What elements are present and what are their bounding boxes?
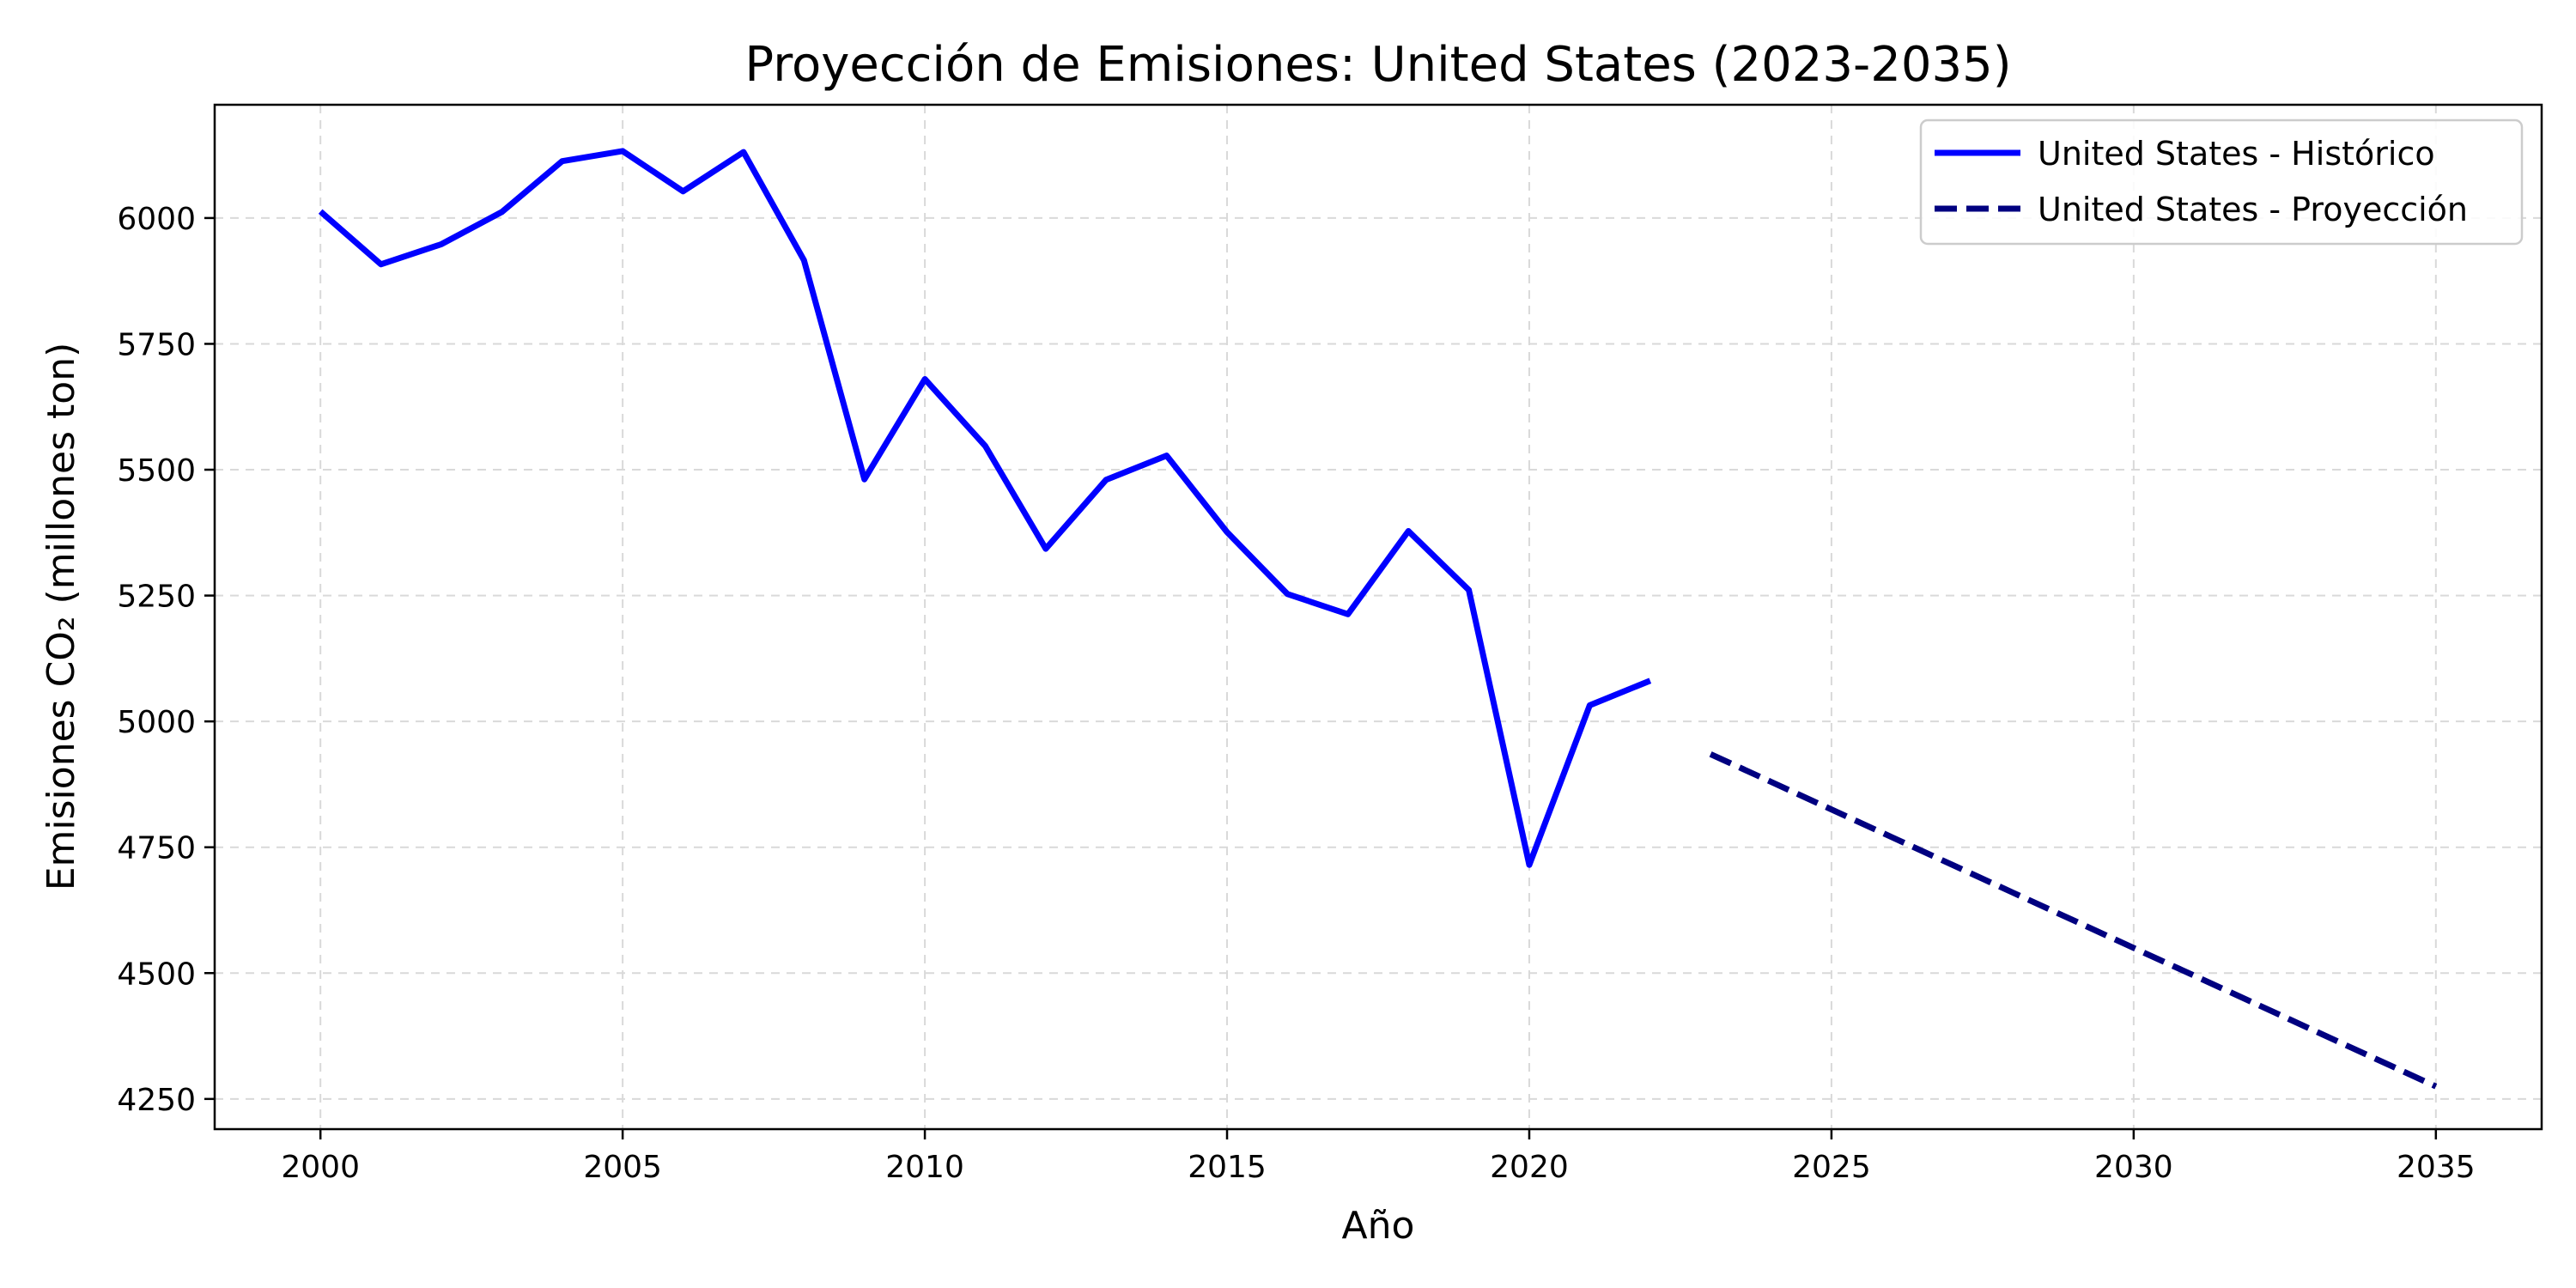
y-tick-label-5250: 5250 [117,580,196,615]
x-axis-label: Año [1342,1204,1415,1248]
x-tick-label-2000: 2000 [281,1150,360,1185]
x-tick-label-2005: 2005 [583,1150,662,1185]
legend-box [1919,118,2524,246]
x-tick-label-2025: 2025 [1792,1150,1871,1185]
y-tick-label-5000: 5000 [117,705,196,740]
x-tick-label-2020: 2020 [1490,1150,1569,1185]
chart-title: Proyección de Emisiones: United States (… [744,37,2011,93]
axis-ticks: 2000 2005 2010 2015 2020 2025 2030 2035 4250 4500… [117,202,2475,1185]
plot-frame [213,103,2543,1131]
y-axis-label: Emisiones CO₂ (millones ton) [39,343,83,891]
legend-label-historico: United States - Histórico [2038,135,2435,173]
series-line-proyeccion [1709,751,2438,1090]
legend-label-proyeccion: United States - Proyección [2038,191,2468,228]
y-tick-label-5500: 5500 [117,453,196,489]
x-tick-label-2030: 2030 [2094,1150,2173,1185]
series-line-historico [318,148,1652,868]
legend: United States - Histórico United States … [1919,118,2524,246]
series-layer [318,148,2438,1090]
grid [215,105,2542,1129]
y-tick-label-5750: 5750 [117,327,196,362]
y-tick-label-4750: 4750 [117,831,196,866]
x-tick-label-2035: 2035 [2397,1150,2476,1185]
y-tick-label-4250: 4250 [117,1083,196,1118]
x-tick-label-2015: 2015 [1188,1150,1267,1185]
y-tick-label-4500: 4500 [117,957,196,992]
x-tick-label-2010: 2010 [885,1150,964,1185]
y-tick-label-6000: 6000 [117,202,196,237]
